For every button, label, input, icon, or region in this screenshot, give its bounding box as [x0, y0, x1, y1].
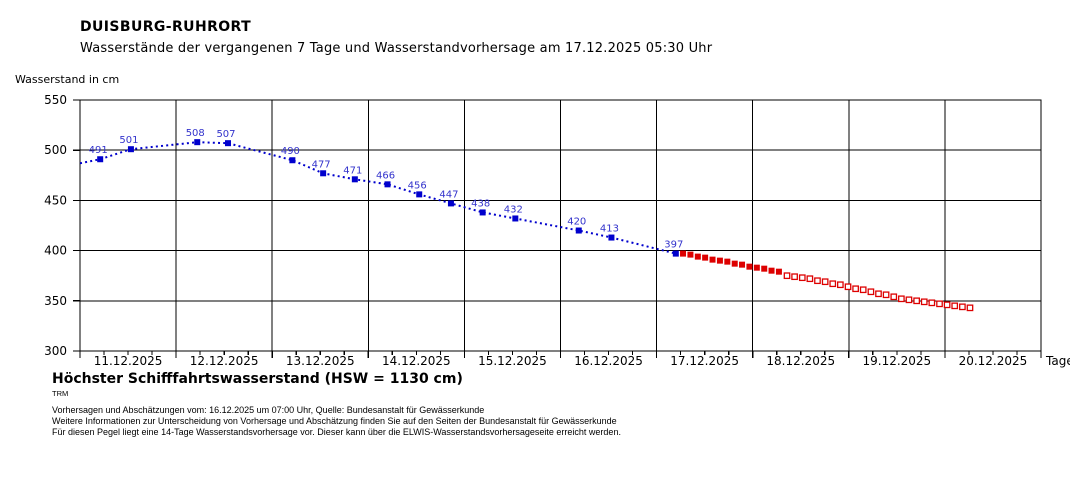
measured-point: [479, 209, 486, 216]
measured-point: [97, 156, 104, 163]
hsw-note: Höchster Schifffahrtswasserstand (HSW = …: [52, 371, 463, 387]
forecast-point-filled: [680, 250, 687, 257]
forecast-point-open: [859, 286, 867, 294]
measured-point: [672, 250, 679, 257]
y-tick-label: 550: [44, 93, 67, 107]
measured-point: [447, 200, 454, 207]
point-value-label: 447: [439, 189, 458, 200]
measured-point: [351, 176, 358, 183]
forecast-point-filled: [775, 268, 782, 275]
point-value-label: 507: [216, 129, 235, 140]
forecast-point-filled: [761, 265, 768, 272]
x-tick-label: 12.12.2025: [190, 354, 259, 368]
x-tick-label: 18.12.2025: [766, 354, 835, 368]
footer-notes: Vorhersagen und Abschätzungen vom: 16.12…: [52, 405, 621, 438]
forecast-point-open: [882, 291, 890, 299]
forecast-point-open: [791, 273, 798, 281]
forecast-point-open: [814, 277, 821, 285]
forecast-point-open: [920, 298, 928, 306]
y-tick-label: 500: [44, 143, 67, 157]
point-value-label: 508: [186, 128, 205, 139]
forecast-point-filled: [694, 253, 701, 260]
point-value-label: 432: [504, 204, 523, 215]
point-value-label: 501: [119, 135, 138, 146]
point-value-label: 477: [312, 159, 331, 170]
footer-line-2: Weitere Informationen zur Unterscheidung…: [52, 416, 617, 426]
station-name: DUISBURG-RUHRORT: [80, 19, 252, 35]
forecast-point-filled: [768, 267, 775, 274]
forecast-point-open: [875, 290, 882, 298]
y-axis-title: Wasserstand in cm: [15, 73, 120, 86]
measured-point: [224, 140, 231, 147]
measured-point: [320, 170, 327, 177]
measured-point: [575, 227, 582, 234]
forecast-point-open: [966, 304, 974, 312]
forecast-point-filled: [753, 264, 760, 271]
measured-point: [512, 215, 519, 222]
forecast-point-filled: [731, 260, 738, 267]
point-value-label: 466: [376, 170, 395, 181]
forecast-point-open: [928, 299, 936, 307]
forecast-point-open: [898, 295, 905, 303]
point-value-label: 413: [600, 224, 619, 235]
forecast-point-filled: [709, 256, 716, 263]
footer-line-1: Vorhersagen und Abschätzungen vom: 16.12…: [52, 405, 485, 415]
forecast-point-open: [936, 300, 943, 308]
forecast-point-open: [844, 283, 852, 291]
forecast-point-open: [798, 274, 806, 282]
y-tick-label: 400: [44, 244, 67, 258]
forecast-point-filled: [746, 263, 753, 270]
y-tick-label: 350: [44, 294, 67, 308]
point-value-label: 420: [567, 217, 586, 228]
footer-line-3: Für diesen Pegel liegt eine 14-Tage Wass…: [52, 427, 621, 437]
measured-point: [289, 157, 296, 164]
x-tick-label: 14.12.2025: [382, 354, 451, 368]
forecast-point-filled: [716, 257, 723, 264]
chart-subtitle: Wasserstände der vergangenen 7 Tage und …: [80, 41, 713, 56]
forecast-point-open: [913, 297, 920, 305]
forecast-point-filled: [739, 261, 746, 268]
point-value-label: 456: [408, 180, 427, 191]
forecast-point-filled: [724, 258, 731, 265]
forecast-point-open: [821, 278, 829, 286]
forecast-point-open: [943, 301, 951, 309]
forecast-point-open: [905, 296, 913, 304]
y-tick-label: 450: [44, 193, 67, 207]
forecast-point-open: [836, 281, 844, 289]
point-value-label: 491: [89, 145, 108, 156]
measured-point: [194, 139, 201, 146]
measured-line: [79, 141, 677, 255]
measured-point: [127, 146, 134, 153]
measured-point: [416, 191, 423, 198]
x-tick-label: 17.12.2025: [670, 354, 739, 368]
forecast-point-open: [951, 302, 959, 310]
x-tick-label: 16.12.2025: [574, 354, 643, 368]
forecast-point-open: [890, 293, 898, 301]
trm-label: TRM: [52, 389, 69, 398]
forecast-point-filled: [687, 251, 694, 258]
x-tick-label: 11.12.2025: [94, 354, 163, 368]
point-value-label: 490: [281, 146, 300, 157]
x-axis-title: Tage: [1045, 354, 1070, 368]
y-tick-label: 300: [44, 344, 67, 358]
forecast-point-open: [829, 280, 837, 288]
x-tick-label: 15.12.2025: [478, 354, 547, 368]
point-value-label: 438: [471, 198, 490, 209]
forecast-point-open: [852, 285, 859, 293]
forecast-point-filled: [702, 254, 709, 261]
x-tick-label: 20.12.2025: [959, 354, 1028, 368]
x-tick-label: 13.12.2025: [286, 354, 355, 368]
measured-point: [608, 234, 615, 241]
forecast-point-open: [959, 303, 966, 311]
forecast-point-open: [783, 272, 791, 280]
point-value-label: 471: [343, 165, 362, 176]
forecast-point-open: [806, 275, 814, 283]
measured-point: [384, 181, 391, 188]
x-tick-label: 19.12.2025: [862, 354, 931, 368]
point-value-label: 397: [664, 240, 683, 251]
forecast-point-open: [867, 288, 875, 296]
